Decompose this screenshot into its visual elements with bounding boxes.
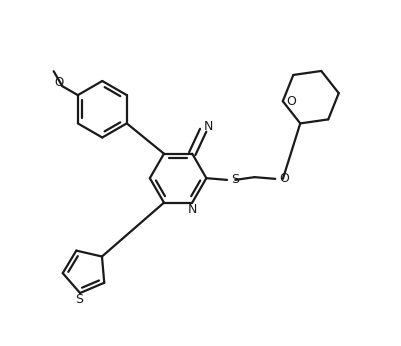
Text: O: O xyxy=(286,95,296,108)
Text: O: O xyxy=(54,75,63,89)
Text: N: N xyxy=(188,203,198,216)
Text: O: O xyxy=(279,172,289,185)
Text: N: N xyxy=(204,120,213,133)
Text: S: S xyxy=(231,173,239,186)
Text: S: S xyxy=(75,293,83,307)
